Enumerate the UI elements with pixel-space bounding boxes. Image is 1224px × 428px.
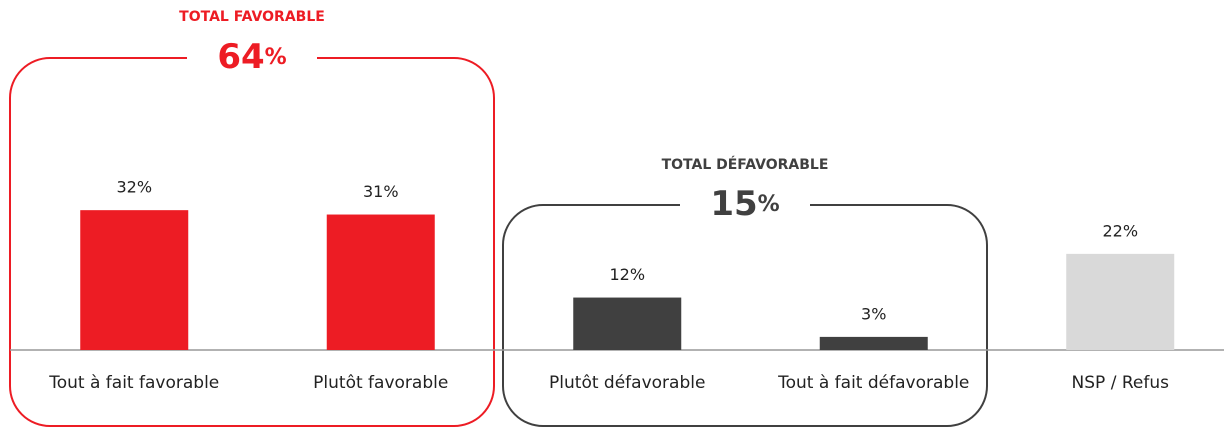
category-label: NSP / Refus bbox=[1072, 373, 1170, 393]
value-label: 32% bbox=[116, 178, 152, 197]
group-title: TOTAL FAVORABLE bbox=[179, 9, 325, 25]
group-title: TOTAL DÉFAVORABLE bbox=[662, 156, 829, 173]
bar bbox=[819, 336, 928, 350]
group-value: 64% bbox=[217, 37, 286, 77]
bar bbox=[80, 210, 189, 350]
bar bbox=[1066, 253, 1175, 350]
category-label: Tout à fait défavorable bbox=[777, 373, 969, 393]
category-label: Tout à fait favorable bbox=[48, 373, 219, 393]
value-label: 31% bbox=[363, 182, 399, 201]
group-box-gap bbox=[187, 54, 317, 62]
bar bbox=[573, 297, 682, 350]
value-label: 3% bbox=[861, 304, 886, 323]
value-label: 12% bbox=[609, 265, 645, 284]
value-label: 22% bbox=[1102, 221, 1138, 240]
category-label: Plutôt défavorable bbox=[549, 373, 705, 393]
group-value: 15% bbox=[710, 184, 779, 224]
category-label: Plutôt favorable bbox=[313, 373, 448, 393]
group-box-gap bbox=[680, 201, 810, 209]
bar bbox=[326, 214, 435, 350]
